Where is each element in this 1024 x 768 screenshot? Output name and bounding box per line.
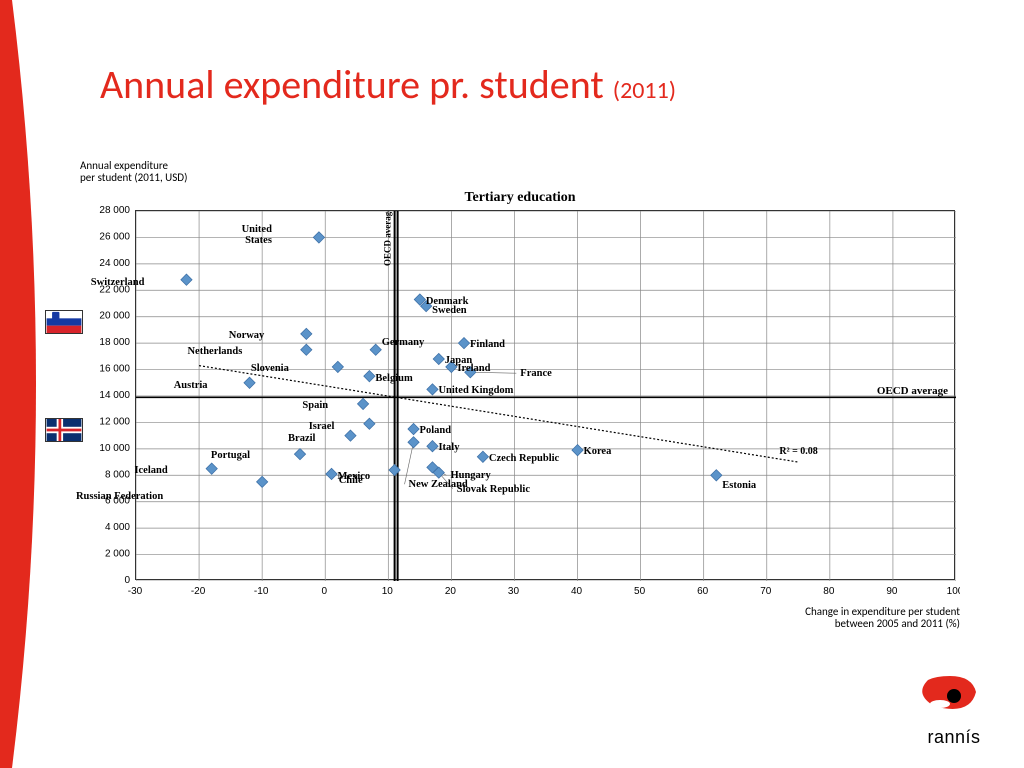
point-label: United Kingdom bbox=[438, 386, 513, 397]
svg-text:12 000: 12 000 bbox=[99, 416, 130, 427]
point-label: Sweden bbox=[432, 306, 466, 317]
point-label: Norway bbox=[229, 331, 265, 342]
svg-text:2 000: 2 000 bbox=[105, 549, 130, 560]
rannis-logo: rannís bbox=[914, 674, 994, 748]
point-label: Russian Federation bbox=[76, 492, 163, 503]
point-label: Israel bbox=[309, 422, 335, 433]
svg-text:-30: -30 bbox=[128, 586, 143, 597]
point-label: UnitedStates bbox=[242, 225, 272, 246]
svg-text:OECD average: OECD average bbox=[383, 211, 393, 266]
svg-text:10: 10 bbox=[382, 586, 394, 597]
svg-text:0: 0 bbox=[321, 586, 327, 597]
svg-text:26 000: 26 000 bbox=[99, 231, 130, 242]
title-year: (2011) bbox=[613, 76, 676, 105]
point-label: Slovenia bbox=[251, 364, 289, 375]
r-squared-label: R² = 0.08 bbox=[779, 446, 817, 457]
point-label: Czech Republic bbox=[489, 454, 559, 465]
scatter-chart: Annual expenditureper student (2011, USD… bbox=[80, 160, 960, 630]
point-label: France bbox=[520, 369, 552, 380]
point-label: Poland bbox=[420, 426, 452, 437]
point-label: Ireland bbox=[457, 364, 490, 375]
svg-text:-10: -10 bbox=[254, 586, 269, 597]
point-label: Chile bbox=[339, 476, 363, 487]
svg-text:8 000: 8 000 bbox=[105, 469, 130, 480]
logo-text: rannís bbox=[914, 727, 994, 748]
svg-text:10 000: 10 000 bbox=[99, 443, 130, 454]
point-label: Italy bbox=[438, 443, 459, 454]
point-label: Spain bbox=[302, 401, 328, 412]
iceland-flag-icon bbox=[45, 418, 83, 442]
plot-area: OECD averageSwitzerlandUnitedStatesNorwa… bbox=[135, 210, 955, 580]
x-axis-label: Change in expenditure per studentbetween… bbox=[805, 606, 960, 630]
svg-text:30: 30 bbox=[508, 586, 520, 597]
logo-icon bbox=[914, 674, 994, 722]
svg-text:90: 90 bbox=[886, 586, 898, 597]
svg-text:-20: -20 bbox=[191, 586, 206, 597]
oecd-h-label: OECD average bbox=[877, 385, 948, 397]
point-label: Estonia bbox=[722, 481, 756, 492]
slide-title: Annual expenditure pr. student (2011) bbox=[100, 60, 676, 109]
svg-text:24 000: 24 000 bbox=[99, 258, 130, 269]
svg-text:20 000: 20 000 bbox=[99, 311, 130, 322]
point-label: Germany bbox=[382, 338, 425, 349]
point-label: Netherlands bbox=[187, 347, 242, 358]
point-label: Portugal bbox=[211, 451, 250, 462]
svg-text:16 000: 16 000 bbox=[99, 364, 130, 375]
svg-text:60: 60 bbox=[697, 586, 709, 597]
point-label: Austria bbox=[174, 381, 208, 392]
slovenia-flag-icon bbox=[45, 310, 83, 334]
svg-text:0: 0 bbox=[124, 575, 130, 586]
svg-text:40: 40 bbox=[571, 586, 583, 597]
svg-text:18 000: 18 000 bbox=[99, 337, 130, 348]
point-label: Belgium bbox=[375, 374, 412, 385]
svg-text:50: 50 bbox=[634, 586, 646, 597]
point-label: Brazil bbox=[288, 434, 315, 445]
point-label: Iceland bbox=[134, 466, 167, 477]
point-label: New Zealand bbox=[409, 480, 468, 491]
chart-title: Tertiary education bbox=[80, 190, 960, 206]
y-axis-label: Annual expenditureper student (2011, USD… bbox=[80, 160, 187, 184]
svg-text:4 000: 4 000 bbox=[105, 522, 130, 533]
point-label: Switzerland bbox=[91, 278, 145, 289]
svg-text:80: 80 bbox=[823, 586, 835, 597]
svg-text:14 000: 14 000 bbox=[99, 390, 130, 401]
svg-text:70: 70 bbox=[760, 586, 772, 597]
svg-text:20: 20 bbox=[445, 586, 457, 597]
point-label: Finland bbox=[470, 340, 505, 351]
svg-text:100: 100 bbox=[947, 586, 960, 597]
svg-text:28 000: 28 000 bbox=[99, 205, 130, 216]
point-label: Korea bbox=[584, 447, 612, 458]
accent-curve bbox=[0, 0, 60, 768]
title-main: Annual expenditure pr. student bbox=[100, 60, 613, 109]
